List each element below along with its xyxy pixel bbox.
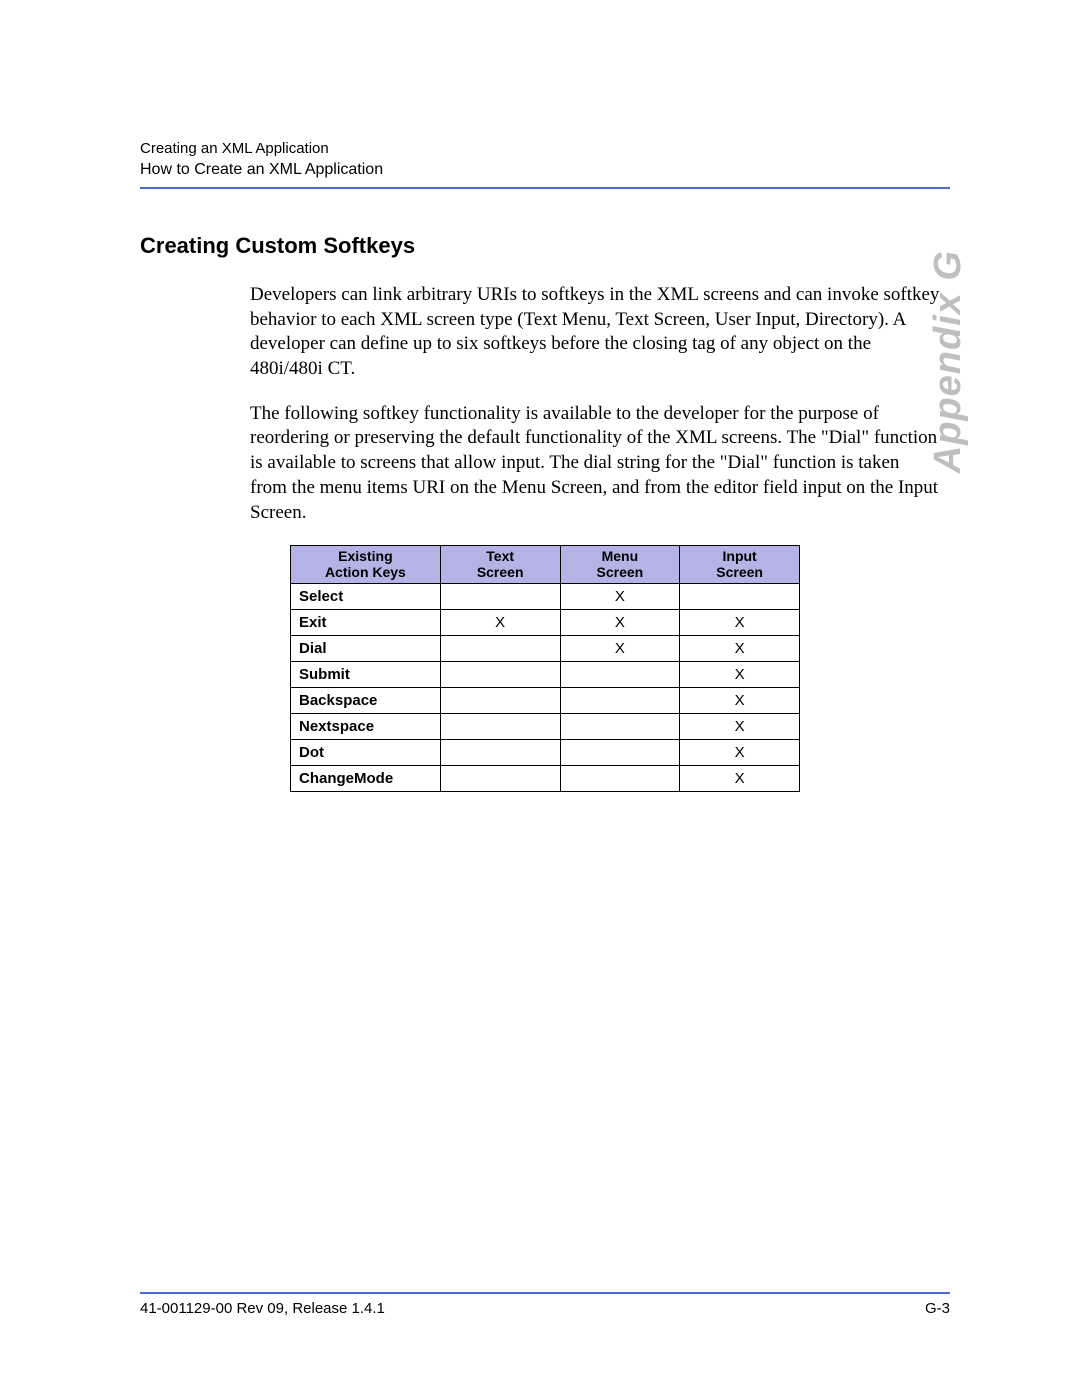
row-val-text [440, 713, 560, 739]
col-header-action: Existing Action Keys [291, 546, 441, 584]
row-label: ChangeMode [291, 765, 441, 791]
col-header-action-l2: Action Keys [297, 565, 434, 580]
col-header-text-l2: Screen [447, 565, 554, 580]
row-val-text [440, 661, 560, 687]
row-val-menu [560, 765, 680, 791]
row-val-input: X [680, 609, 800, 635]
header-divider [140, 187, 950, 189]
row-val-input [680, 583, 800, 609]
col-header-input: Input Screen [680, 546, 800, 584]
row-val-text [440, 687, 560, 713]
footer-row: 41-001129-00 Rev 09, Release 1.4.1 G-3 [140, 1300, 950, 1317]
table-row: Submit X [291, 661, 800, 687]
col-header-input-l1: Input [686, 549, 793, 564]
row-val-menu [560, 687, 680, 713]
table-row: Backspace X [291, 687, 800, 713]
col-header-text-l1: Text [447, 549, 554, 564]
row-val-text [440, 583, 560, 609]
row-label: Exit [291, 609, 441, 635]
page-footer: 41-001129-00 Rev 09, Release 1.4.1 G-3 [140, 1292, 950, 1317]
row-label: Backspace [291, 687, 441, 713]
table-row: Select X [291, 583, 800, 609]
row-val-input: X [680, 635, 800, 661]
row-val-input: X [680, 687, 800, 713]
table-row: Dial XX [291, 635, 800, 661]
table-row: ChangeMode X [291, 765, 800, 791]
row-val-text: X [440, 609, 560, 635]
footer-doc-id: 41-001129-00 Rev 09, Release 1.4.1 [140, 1300, 385, 1317]
row-val-menu: X [560, 583, 680, 609]
running-header-chapter: Creating an XML Application [140, 140, 950, 157]
table-row: Dot X [291, 739, 800, 765]
row-label: Select [291, 583, 441, 609]
table-row: ExitXXX [291, 609, 800, 635]
row-val-menu [560, 739, 680, 765]
col-header-input-l2: Screen [686, 565, 793, 580]
col-header-menu-l2: Screen [567, 565, 674, 580]
row-label: Dot [291, 739, 441, 765]
row-val-menu [560, 661, 680, 687]
body-paragraph-1: Developers can link arbitrary URIs to so… [250, 283, 940, 382]
table-header: Existing Action Keys Text Screen Menu Sc… [291, 546, 800, 584]
appendix-side-label: Appendix G [927, 250, 970, 473]
softkey-table: Existing Action Keys Text Screen Menu Sc… [290, 545, 800, 792]
section-heading: Creating Custom Softkeys [140, 233, 950, 259]
col-header-action-l1: Existing [297, 549, 434, 564]
row-val-text [440, 739, 560, 765]
table-body: SelectXExitXXXDialXXSubmitXBackspaceXNex… [291, 583, 800, 791]
footer-page-number: G-3 [925, 1300, 950, 1317]
body-paragraph-2: The following softkey functionality is a… [250, 402, 940, 525]
row-val-menu [560, 713, 680, 739]
page-content: Creating an XML Application How to Creat… [0, 0, 1080, 1397]
running-header-section: How to Create an XML Application [140, 161, 950, 179]
col-header-text: Text Screen [440, 546, 560, 584]
table-header-row: Existing Action Keys Text Screen Menu Sc… [291, 546, 800, 584]
row-val-input: X [680, 661, 800, 687]
table-row: Nextspace X [291, 713, 800, 739]
col-header-menu-l1: Menu [567, 549, 674, 564]
row-val-menu: X [560, 635, 680, 661]
row-val-input: X [680, 765, 800, 791]
row-val-menu: X [560, 609, 680, 635]
row-label: Nextspace [291, 713, 441, 739]
row-val-text [440, 635, 560, 661]
col-header-menu: Menu Screen [560, 546, 680, 584]
row-val-input: X [680, 713, 800, 739]
row-val-text [440, 765, 560, 791]
footer-divider [140, 1292, 950, 1294]
row-label: Dial [291, 635, 441, 661]
row-label: Submit [291, 661, 441, 687]
row-val-input: X [680, 739, 800, 765]
